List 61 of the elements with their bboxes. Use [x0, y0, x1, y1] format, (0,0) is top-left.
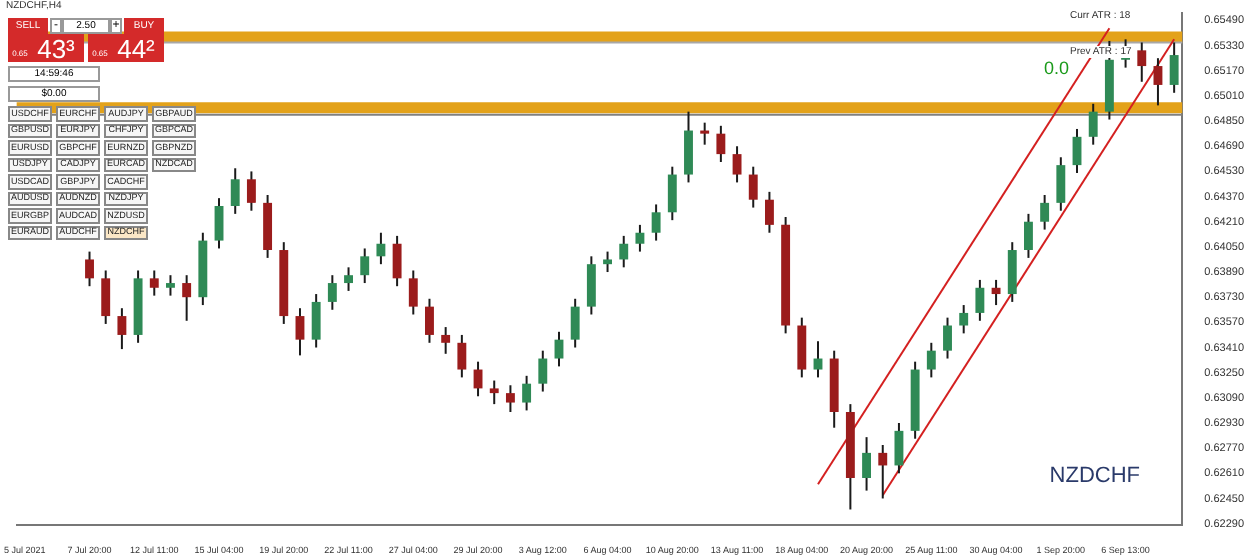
annotation: 44²: [115, 33, 157, 63]
candlestick: [716, 124, 726, 163]
candlestick: [1007, 241, 1017, 303]
candlestick: [959, 304, 969, 335]
candlestick: [425, 297, 434, 344]
candlestick: [1040, 194, 1050, 231]
candlestick: [327, 274, 337, 311]
candlestick: [101, 269, 111, 325]
candlestick: [651, 203, 661, 242]
candlestick: [700, 121, 710, 146]
candlestick: [1088, 102, 1098, 146]
candlestick: [732, 145, 742, 184]
candlestick: [813, 340, 823, 379]
candlestick: [635, 223, 645, 253]
candlestick: [538, 349, 548, 393]
candlestick: [263, 194, 273, 259]
candlestick: [878, 444, 888, 500]
candlestick: [166, 274, 175, 297]
candlestick: [894, 421, 904, 475]
candlestick: [684, 110, 693, 184]
candlestick: [376, 231, 386, 266]
annotation: 0.0: [1044, 57, 1070, 78]
candlestick: [214, 197, 224, 250]
candlestick: [975, 278, 985, 322]
candlestick: [748, 165, 758, 209]
candlestick: [862, 436, 872, 492]
candlestick: [311, 293, 321, 349]
candlestick: [457, 333, 467, 379]
candlestick: [295, 307, 305, 357]
candlestick: [943, 316, 952, 360]
candlestick: [505, 384, 515, 413]
candlestick: [522, 374, 532, 412]
candlestick: [230, 167, 240, 215]
candlestick: [117, 307, 127, 351]
candlestick: [1024, 212, 1033, 259]
annotation: 43³: [35, 33, 77, 63]
candlestick: [1056, 156, 1066, 212]
candlestick: [408, 269, 418, 316]
candlestick: [360, 247, 370, 285]
annotation: NZDCHF: [1047, 464, 1140, 490]
candlestick: [489, 379, 499, 406]
candlestick: [619, 234, 629, 269]
candlestick: [764, 190, 774, 234]
candlestick: [1137, 41, 1147, 83]
candlestick: [85, 250, 94, 288]
candlestick: [667, 165, 677, 222]
candlestick: [1169, 41, 1179, 94]
candlestick: [554, 330, 564, 368]
candlestick: [149, 269, 159, 297]
candlestick: [603, 250, 612, 274]
candlestick: [570, 297, 580, 349]
candlestick: [991, 278, 1001, 307]
candlestick: [1153, 57, 1163, 107]
candlestick: [926, 341, 936, 379]
candlestick: [586, 255, 596, 316]
candlestick: [392, 234, 402, 288]
candlestick: [441, 326, 451, 355]
candlestick: [246, 170, 256, 212]
candlestick: [344, 266, 353, 292]
candlestick: [797, 316, 807, 379]
candlestick: [182, 274, 192, 322]
